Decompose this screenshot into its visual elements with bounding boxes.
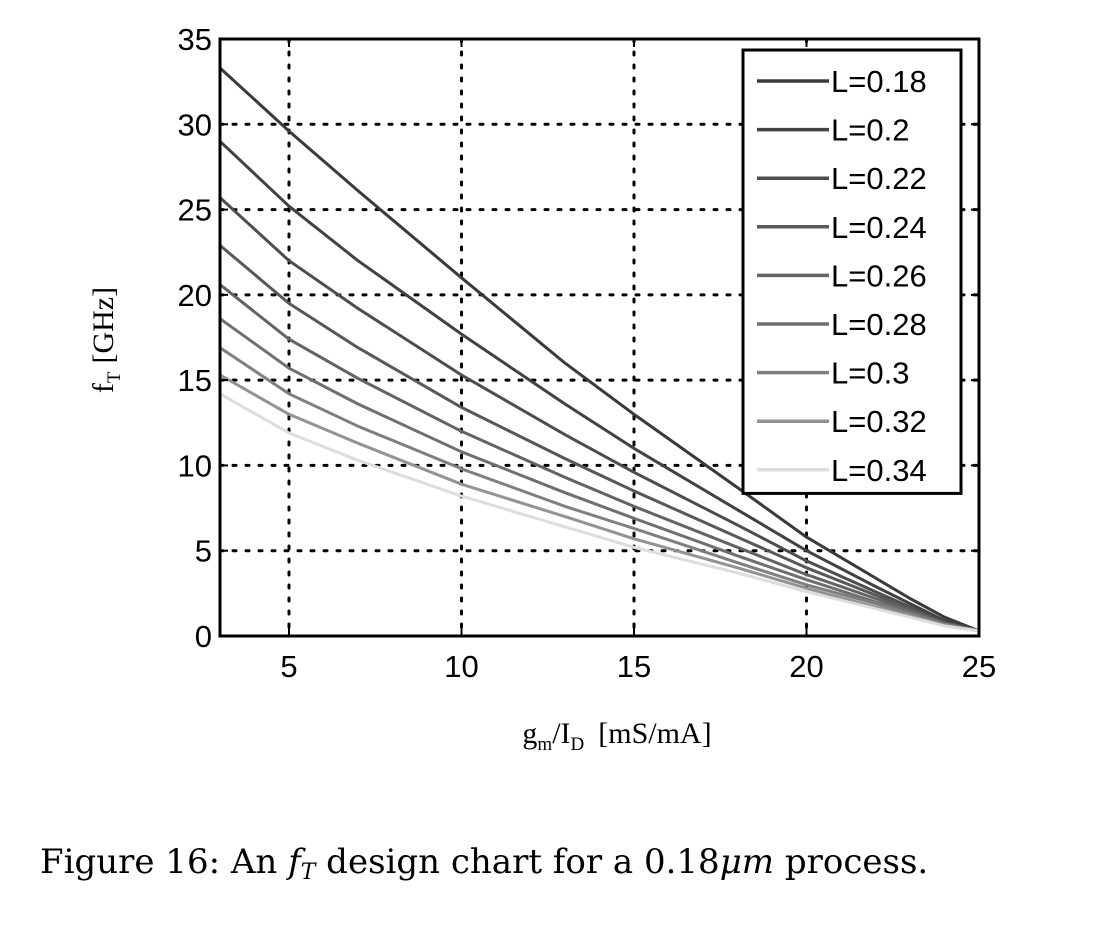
plot-frame xyxy=(218,37,981,638)
x-tick-label-10: 10 xyxy=(444,649,478,684)
legend-label-L=0.34: L=0.34 xyxy=(831,453,927,488)
series-line-L=0.18 xyxy=(218,66,981,633)
caption-prefix: Figure 16: An xyxy=(40,842,289,882)
x-tick-label-20: 20 xyxy=(789,649,823,684)
ft-design-chart: 5 10 15 20 25 0 5 10 15 20 25 30 35 L=0.18 L=0.2 L=0.2… xyxy=(87,22,997,755)
y-tick-label-0: 0 xyxy=(195,619,212,654)
series-line-L=0.34 xyxy=(218,392,981,633)
y-tick-label-10: 10 xyxy=(178,448,212,483)
legend-label-L=0.24: L=0.24 xyxy=(831,210,927,245)
caption-math-f: f xyxy=(288,842,301,882)
legend-label-L=0.22: L=0.22 xyxy=(831,161,927,196)
y-label-f: f xyxy=(87,383,120,393)
y-tick-label-35: 35 xyxy=(178,22,212,57)
y-label-unit: [GHz] xyxy=(87,287,120,364)
legend-label-L=0.28: L=0.28 xyxy=(831,307,927,342)
series-lines xyxy=(218,66,981,633)
y-tick-label-20: 20 xyxy=(178,278,212,313)
legend-label-L=0.32: L=0.32 xyxy=(831,404,927,439)
legend-label-L=0.18: L=0.18 xyxy=(831,64,927,99)
y-label-sub-t: T xyxy=(104,371,125,383)
y-tick-label-5: 5 xyxy=(195,534,212,569)
x-label-slash-i: /I xyxy=(552,717,570,750)
series-line-L=0.3 xyxy=(218,346,981,633)
caption-math-unit: μm xyxy=(719,842,775,882)
x-label-sub-m: m xyxy=(537,734,552,755)
figure-caption: Figure 16: An fT design chart for a 0.18… xyxy=(40,842,928,885)
caption-suffix: process. xyxy=(774,842,929,882)
x-tick-label-15: 15 xyxy=(617,649,651,684)
x-label-unit: [mS/mA] xyxy=(598,717,711,750)
legend-label-L=0.2: L=0.2 xyxy=(831,113,909,148)
caption-middle: design chart for a 0.18 xyxy=(315,842,720,882)
y-tick-label-15: 15 xyxy=(178,363,212,398)
legend: L=0.18 L=0.2 L=0.22 L=0.24 L=0.26 L=0.28 L=0.3… xyxy=(741,48,963,495)
x-tick-label-25: 25 xyxy=(962,649,996,684)
x-axis-label: gm/ID [mS/mA] xyxy=(522,717,711,755)
y-axis-label: fT [GHz] xyxy=(87,287,125,393)
x-tick-label-5: 5 xyxy=(280,649,297,684)
x-label-g: g xyxy=(522,717,537,750)
y-tick-label-25: 25 xyxy=(178,193,212,228)
x-label-sub-d: D xyxy=(571,734,585,755)
legend-label-L=0.3: L=0.3 xyxy=(831,356,909,391)
series-line-L=0.2 xyxy=(218,139,981,633)
caption-math-sub-t: T xyxy=(300,860,316,885)
series-line-L=0.24 xyxy=(218,243,981,633)
y-tick-label-30: 30 xyxy=(178,107,212,142)
axis-ticks: 5 10 15 20 25 0 5 10 15 20 25 30 35 xyxy=(178,22,997,684)
legend-label-L=0.26: L=0.26 xyxy=(831,258,927,293)
